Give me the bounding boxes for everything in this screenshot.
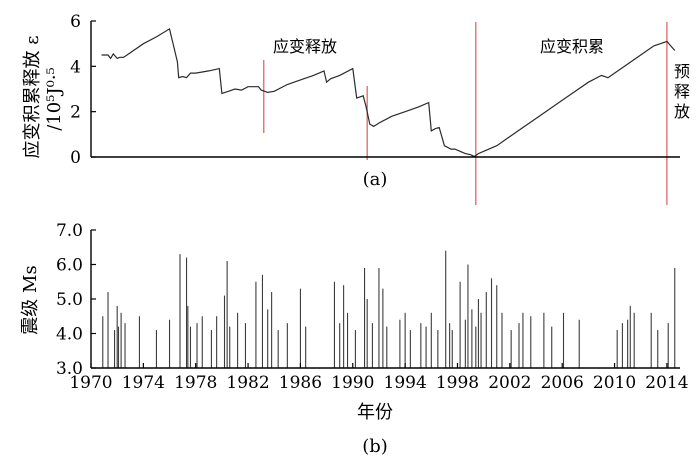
annotation-pre-release: 预 释 放: [674, 62, 690, 121]
panel-b-x-tick-label: 1986: [279, 373, 322, 393]
panel-b-bars: [102, 250, 676, 368]
panel-b-xlabel: 年份: [357, 402, 393, 423]
panel-b-x-tick-label: 1990: [331, 373, 374, 393]
panel-b-ylabel: 震级 Ms: [20, 265, 41, 334]
annotation-pre-release-char-3: 放: [674, 102, 690, 121]
panel-b-y-tick-label: 7.0: [56, 221, 83, 241]
annotation-pre-release-char-1: 预: [674, 62, 690, 81]
panel-b-x-tick-label: 1998: [436, 373, 479, 393]
panel-a-y-tick-label: 4: [70, 57, 81, 77]
panel-a-label: (a): [363, 169, 388, 190]
panel-a-y-ticks: 0 2 4 6: [70, 12, 96, 168]
panel-a: 应变积累释放 ε /10⁵J⁰·⁵ 0 2 4 6 应变释放 应变积累 预 释 放 (…: [22, 12, 690, 205]
panel-b-x-tick-label: 2014: [645, 373, 688, 393]
panel-b-x-tick-label: 1994: [384, 373, 427, 393]
panel-b-x-tick-label: 1982: [226, 373, 269, 393]
panel-b-x-tick-label: 2010: [593, 373, 636, 393]
panel-b-y-tick-label: 3.0: [56, 359, 83, 379]
panel-b-x-tick-label: 1974: [122, 373, 165, 393]
panel-b-y-ticks: 3.0 4.0 5.0 6.0 7.0: [56, 221, 96, 379]
panel-a-y-tick-label: 6: [70, 12, 81, 32]
annotation-strain-accumulate: 应变积累: [540, 37, 604, 56]
panel-b-y-tick-label: 5.0: [56, 290, 83, 310]
panel-b-x-tick-label: 1978: [174, 373, 217, 393]
panel-a-y-axis-label: 应变积累释放 ε /10⁵J⁰·⁵: [22, 35, 65, 158]
annotation-pre-release-char-2: 释: [674, 82, 690, 101]
panel-b-x-tick-label: 1970: [69, 373, 112, 393]
panel-a-series-line: [101, 27, 676, 158]
panel-a-y-tick-label: 2: [70, 103, 81, 123]
panel-b-x-ticks: 1970 1974 1978 1982 1986 1990 1994 1998 2002 2006…: [69, 363, 689, 393]
panel-b: 震级 Ms 3.04.05.06.07.0 1970 1974 1978 1982 19…: [20, 221, 689, 457]
panel-b-label: (b): [362, 436, 388, 457]
panel-a-ylabel-line1: 应变积累释放 ε: [22, 35, 43, 158]
panel-a-y-tick-label: 0: [70, 148, 81, 168]
panel-b-x-tick-label: 2006: [541, 373, 584, 393]
panel-b-y-tick-label: 6.0: [56, 256, 83, 276]
panel-a-ylabel-line2: /10⁵J⁰·⁵: [44, 67, 65, 131]
panel-b-y-tick-label: 4.0: [56, 325, 83, 345]
panel-a-marker-lines: [263, 22, 668, 205]
panel-b-x-tick-label: 2002: [488, 373, 531, 393]
annotation-strain-release: 应变释放: [273, 37, 337, 56]
